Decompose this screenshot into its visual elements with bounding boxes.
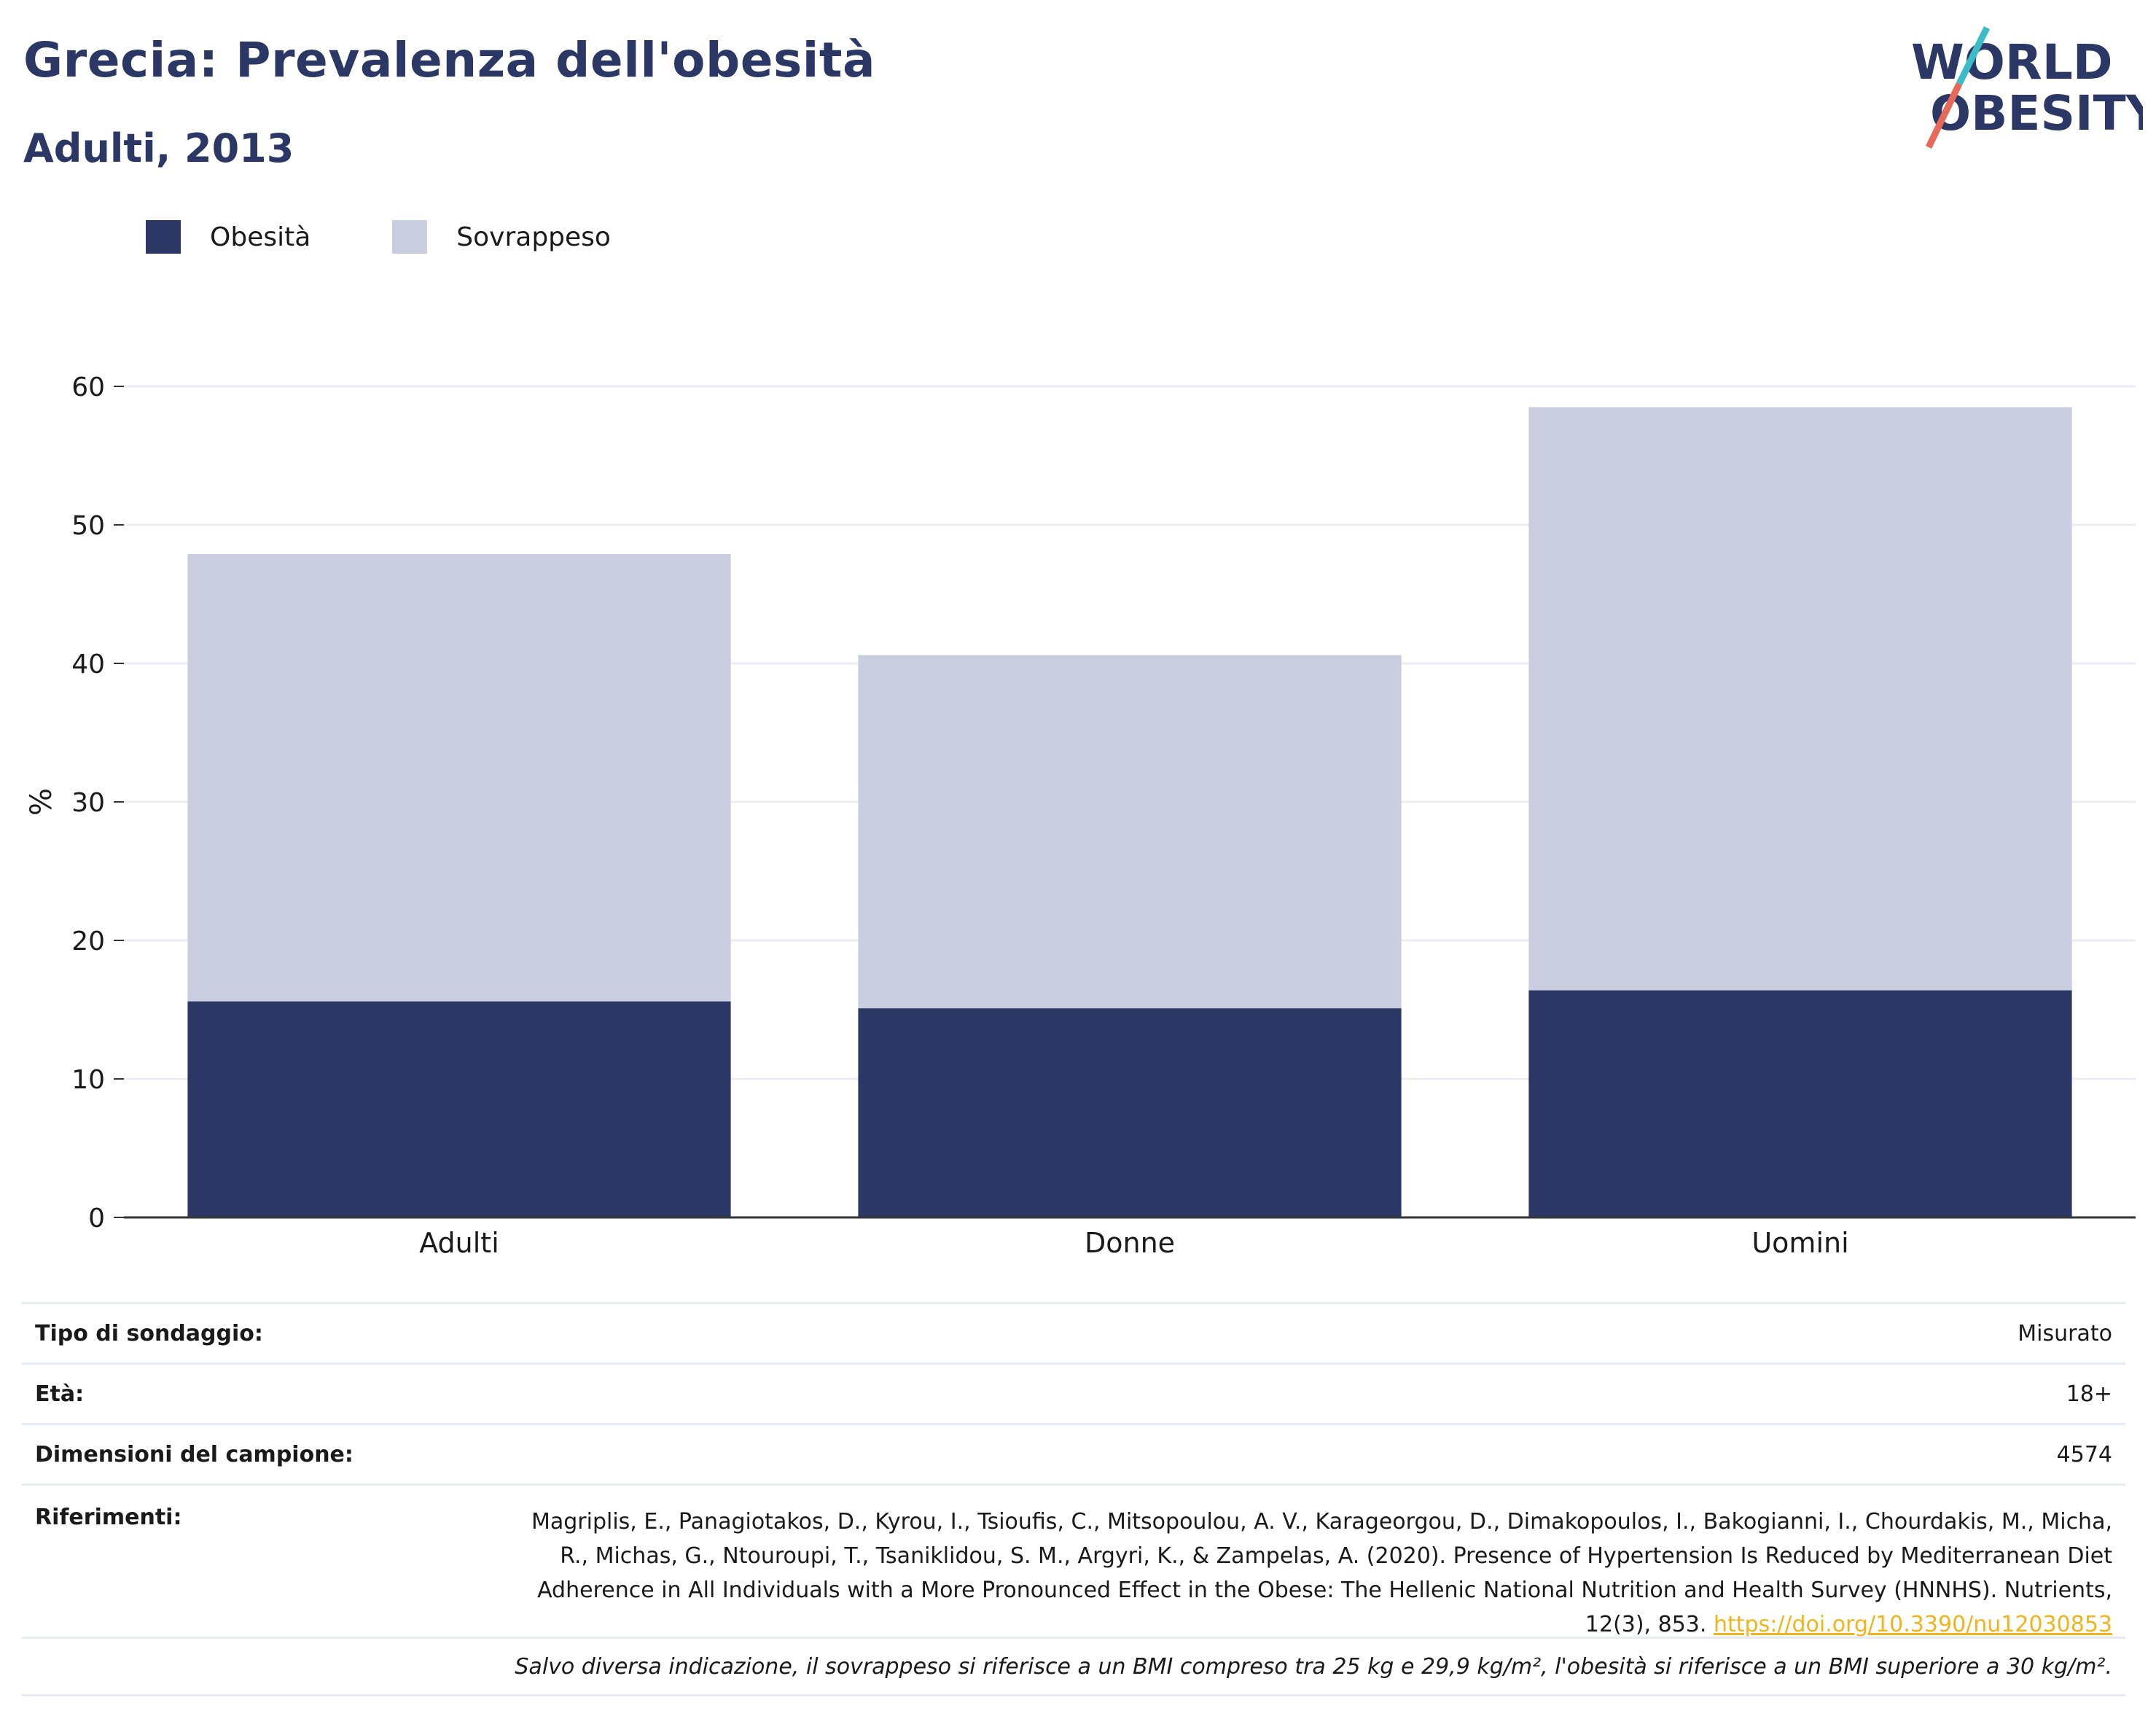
chart-legend: Obesità Sovrappeso [146, 219, 692, 255]
x-tick-label: Donne [1085, 1227, 1175, 1259]
references-label: Riferimenti: [35, 1505, 182, 1530]
info-row-survey: Tipo di sondaggio: Misurato [22, 1302, 2125, 1362]
legend-item-overweight[interactable]: Sovrappeso [392, 220, 611, 254]
legend-label-obesity: Obesità [210, 222, 311, 252]
age-value: 18+ [2066, 1381, 2112, 1407]
info-row-note: Salvo diversa indicazione, il sovrappeso… [22, 1637, 2125, 1696]
bmi-note: Salvo diversa indicazione, il sovrappeso… [515, 1653, 2112, 1680]
bar-adulti-overweight [187, 553, 731, 1002]
bar-uomini-overweight [1528, 407, 2072, 991]
age-label: Età: [35, 1381, 85, 1407]
logo-slash-red [1925, 82, 1963, 149]
y-tick-label: 40 [71, 650, 105, 679]
bars [187, 407, 2072, 1217]
info-row-sample: Dimensioni del campione: 4574 [22, 1423, 2125, 1483]
info-table: Tipo di sondaggio: Misurato Età: 18+ Dim… [22, 1302, 2125, 1696]
info-row-references: Riferimenti: Magriplis, E., Panagiotakos… [22, 1483, 2125, 1637]
page-title: Grecia: Prevalenza dell'obesità [23, 32, 875, 88]
axes: 0 10 20 30 40 50 60% Adulti Donne Uomini [25, 373, 2136, 1259]
bar-donne-obesity [858, 1008, 1402, 1217]
y-tick-label: 60 [71, 373, 105, 402]
survey-value: Misurato [2018, 1320, 2112, 1346]
legend-swatch-overweight [392, 220, 428, 254]
logo-line-1: WORLD [1911, 34, 2113, 90]
y-tick-label: 30 [71, 788, 105, 818]
y-tick-label: 0 [88, 1204, 105, 1233]
legend-item-obesity[interactable]: Obesità [146, 220, 310, 254]
survey-label: Tipo di sondaggio: [35, 1320, 263, 1346]
references-value: Magriplis, E., Panagiotakos, D., Kyrou, … [523, 1505, 2112, 1642]
logo-line-2: OBESITY [1930, 85, 2143, 141]
references-text: Magriplis, E., Panagiotakos, D., Kyrou, … [531, 1509, 2112, 1637]
sample-label: Dimensioni del campione: [35, 1441, 354, 1467]
y-tick-label: 50 [71, 511, 105, 541]
bar-uomini-obesity [1528, 990, 2072, 1217]
page-subtitle: Adulti, 2013 [23, 125, 294, 171]
legend-label-overweight: Sovrappeso [456, 222, 611, 252]
y-tick-label: 10 [71, 1065, 105, 1095]
sample-value: 4574 [2056, 1441, 2112, 1467]
bar-chart: 0 10 20 30 40 50 60% Adulti Donne Uomini [25, 373, 2136, 1259]
legend-swatch-obesity [146, 220, 181, 254]
x-tick-label: Adulti [419, 1227, 499, 1259]
bar-donne-overweight [858, 655, 1402, 1009]
world-obesity-logo: WORLD OBESITY [1911, 26, 2143, 149]
bar-adulti-obesity [187, 1001, 731, 1217]
x-tick-label: Uomini [1751, 1227, 1848, 1259]
references-doi-link[interactable]: https://doi.org/10.3390/nu12030853 [1713, 1612, 2112, 1637]
info-row-age: Età: 18+ [22, 1362, 2125, 1423]
y-axis-label: % [25, 788, 58, 816]
y-tick-label: 20 [71, 927, 105, 956]
logo-slash-teal [1956, 26, 1991, 85]
